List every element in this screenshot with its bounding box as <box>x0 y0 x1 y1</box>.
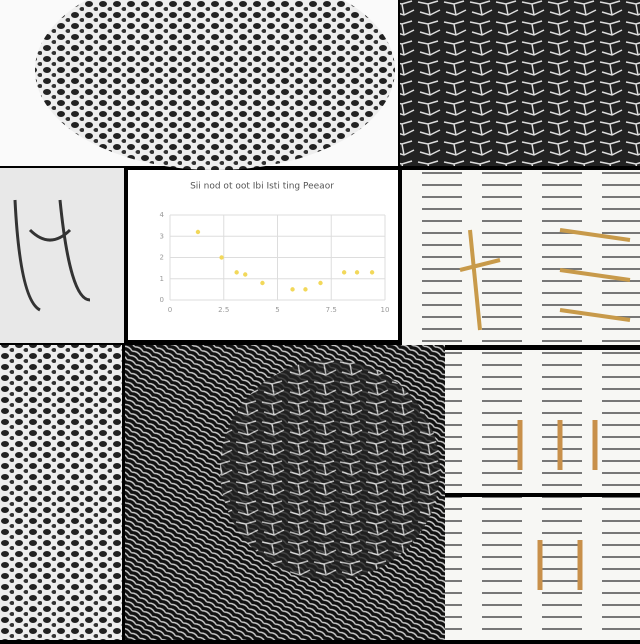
y-tick-label: 3 <box>160 232 164 240</box>
point <box>290 287 295 292</box>
panel <box>400 0 640 166</box>
texture <box>35 0 395 170</box>
x-tick-label: 5 <box>275 306 279 314</box>
y-tick-label: 1 <box>160 275 164 283</box>
y-tick-label: 2 <box>160 254 164 262</box>
point <box>243 272 248 277</box>
point <box>219 255 224 260</box>
point <box>234 270 239 275</box>
point <box>303 287 308 292</box>
point <box>318 280 323 286</box>
x-tick-label: 7.5 <box>326 306 337 314</box>
point <box>369 270 375 275</box>
point <box>260 280 265 286</box>
panel <box>0 345 122 640</box>
x-tick-label: 0 <box>168 306 172 314</box>
point <box>341 270 347 275</box>
panel <box>402 170 640 345</box>
point <box>354 270 360 275</box>
point <box>195 229 201 235</box>
sketch <box>459 228 631 331</box>
x-tick-label: 10 <box>381 306 390 314</box>
panel <box>445 350 640 493</box>
chart-panel <box>128 170 398 340</box>
texture <box>220 360 440 580</box>
x-tick-label: 2.5 <box>218 306 229 314</box>
y-tick-label: 4 <box>160 211 165 219</box>
sketch <box>13 199 91 312</box>
y-tick-label: 0 <box>160 296 164 304</box>
sketch <box>517 420 598 590</box>
chart-title: Sii nod ot oot Ibi Isti ting Peeaor <box>190 182 334 192</box>
